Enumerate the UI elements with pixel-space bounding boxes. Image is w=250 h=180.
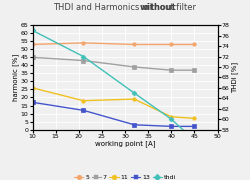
Legend: 5, 7, 11, 13, thdi: 5, 7, 11, 13, thdi: [72, 172, 178, 180]
Text: THDI and Harmonics without filter: THDI and Harmonics without filter: [54, 3, 197, 12]
X-axis label: working point [A]: working point [A]: [95, 140, 155, 147]
Text: without: without: [140, 3, 176, 12]
Y-axis label: harmonic [%]: harmonic [%]: [12, 54, 19, 101]
Y-axis label: THDI [%]: THDI [%]: [231, 62, 238, 93]
